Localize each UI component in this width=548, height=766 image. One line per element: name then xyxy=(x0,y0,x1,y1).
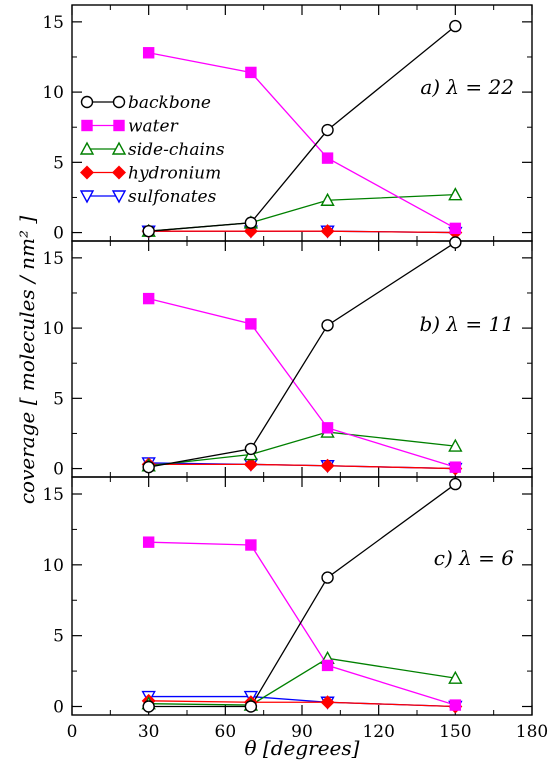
data-point-diamond xyxy=(112,165,126,180)
panel-1: 0 5 10 15 a) λ = 22 backbone water side-chains h… xyxy=(42,4,533,244)
y-tick-label: 0 xyxy=(53,224,64,244)
x-axis-title: θ [degrees] xyxy=(245,736,360,760)
legend-label-water: water xyxy=(128,117,179,137)
legend-label-backbone: backbone xyxy=(128,93,211,113)
data-point-circle xyxy=(321,123,334,137)
panel-3: 0 5 10 15 c) λ = 6 xyxy=(42,476,533,718)
series-line-side-chains xyxy=(148,431,456,467)
data-point-diamond xyxy=(80,165,94,180)
data-point-diamond xyxy=(320,458,335,473)
data-point-triangle-up xyxy=(320,192,335,206)
series-line-backbone xyxy=(148,25,456,232)
data-point-circle xyxy=(449,236,462,249)
data-point-triangle-down xyxy=(111,190,127,204)
data-point-square xyxy=(142,47,155,59)
data-point-triangle-up xyxy=(448,670,463,684)
legend: backbone water side-chains hydronium sulfona… xyxy=(79,93,225,207)
data-point-square xyxy=(321,659,334,672)
x-tick-label: 120 xyxy=(362,722,394,742)
x-tick-label: 150 xyxy=(439,722,471,742)
y-tick-label: 5 xyxy=(53,627,64,647)
series-line-water xyxy=(148,297,456,468)
data-point-square xyxy=(245,318,257,330)
legend-label-side-chains: side-chains xyxy=(128,140,225,160)
x-tick-label: 180 xyxy=(516,722,548,742)
series-line-backbone xyxy=(148,241,456,468)
data-point-circle xyxy=(112,95,126,109)
data-point-square xyxy=(245,66,257,79)
data-point-diamond xyxy=(320,695,335,710)
x-tick-label: 60 xyxy=(215,722,237,742)
series-line-side-chains xyxy=(148,657,456,706)
panel-label: c) λ = 6 xyxy=(434,546,515,570)
y-tick-label: 10 xyxy=(42,319,64,339)
data-point-square xyxy=(142,536,155,548)
panel-frame xyxy=(71,476,533,716)
data-point-circle xyxy=(142,460,155,474)
y-tick-label: 5 xyxy=(53,389,64,409)
legend-label-hydronium: hydronium xyxy=(128,164,221,184)
data-point-square xyxy=(449,222,462,235)
data-point-square xyxy=(449,699,462,711)
data-point-square xyxy=(449,461,462,473)
data-point-triangle-down xyxy=(79,190,95,204)
data-point-circle xyxy=(244,700,258,713)
y-tick-label: 15 xyxy=(42,485,64,505)
data-point-diamond xyxy=(243,457,258,472)
data-point-square xyxy=(113,119,125,132)
series-line-hydronium xyxy=(148,230,456,234)
y-tick-label: 0 xyxy=(53,460,64,480)
data-point-square xyxy=(321,422,334,434)
data-point-circle xyxy=(142,224,155,238)
y-tick-label: 5 xyxy=(53,153,64,173)
panel-label: a) λ = 22 xyxy=(420,75,514,99)
data-point-circle xyxy=(80,95,94,109)
x-tick-label: 90 xyxy=(291,722,313,742)
data-point-circle xyxy=(449,19,462,33)
panel-frame xyxy=(71,240,533,478)
data-point-circle xyxy=(321,571,334,584)
data-point-square xyxy=(245,539,257,551)
legend-label-sulfonates: sulfonates xyxy=(128,187,217,207)
y-tick-label: 15 xyxy=(42,13,64,33)
y-tick-label: 15 xyxy=(42,249,64,269)
y-tick-label: 10 xyxy=(42,83,64,103)
data-point-circle xyxy=(142,700,155,713)
y-tick-label: 0 xyxy=(53,698,64,718)
data-point-diamond xyxy=(320,224,335,239)
series-line-backbone xyxy=(148,483,456,708)
data-point-square xyxy=(81,119,93,132)
series-line-hydronium xyxy=(148,700,456,708)
data-point-square xyxy=(321,152,334,164)
series-line-hydronium xyxy=(148,463,456,470)
data-point-triangle-up xyxy=(448,187,463,201)
series-line-water xyxy=(148,52,456,229)
x-tick-label: 0 xyxy=(67,722,78,742)
data-point-triangle-up xyxy=(111,141,127,155)
data-point-circle xyxy=(244,216,258,229)
data-point-triangle-up xyxy=(448,438,463,452)
series-line-water xyxy=(148,541,456,706)
data-point-triangle-up xyxy=(79,141,95,155)
data-point-square xyxy=(142,292,155,305)
data-point-circle xyxy=(244,442,258,456)
data-point-circle xyxy=(449,477,462,491)
x-tick-label: 30 xyxy=(138,722,160,742)
panel-2: 0 5 10 15 b) λ = 11 xyxy=(42,236,533,480)
y-tick-label: 10 xyxy=(42,556,64,576)
data-point-circle xyxy=(321,319,334,332)
y-axis-title: coverage [ molecules / nm² ] xyxy=(15,216,39,505)
panel-label: b) λ = 11 xyxy=(419,312,514,336)
